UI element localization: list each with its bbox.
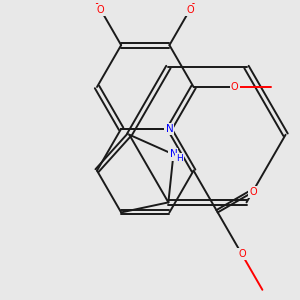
Text: N: N: [166, 124, 173, 134]
Text: O: O: [186, 4, 194, 15]
Text: O: O: [97, 4, 104, 15]
Text: H: H: [176, 154, 183, 164]
Text: N: N: [169, 149, 177, 159]
Text: O: O: [238, 249, 246, 259]
Text: O: O: [250, 187, 257, 197]
Text: O: O: [231, 82, 239, 92]
